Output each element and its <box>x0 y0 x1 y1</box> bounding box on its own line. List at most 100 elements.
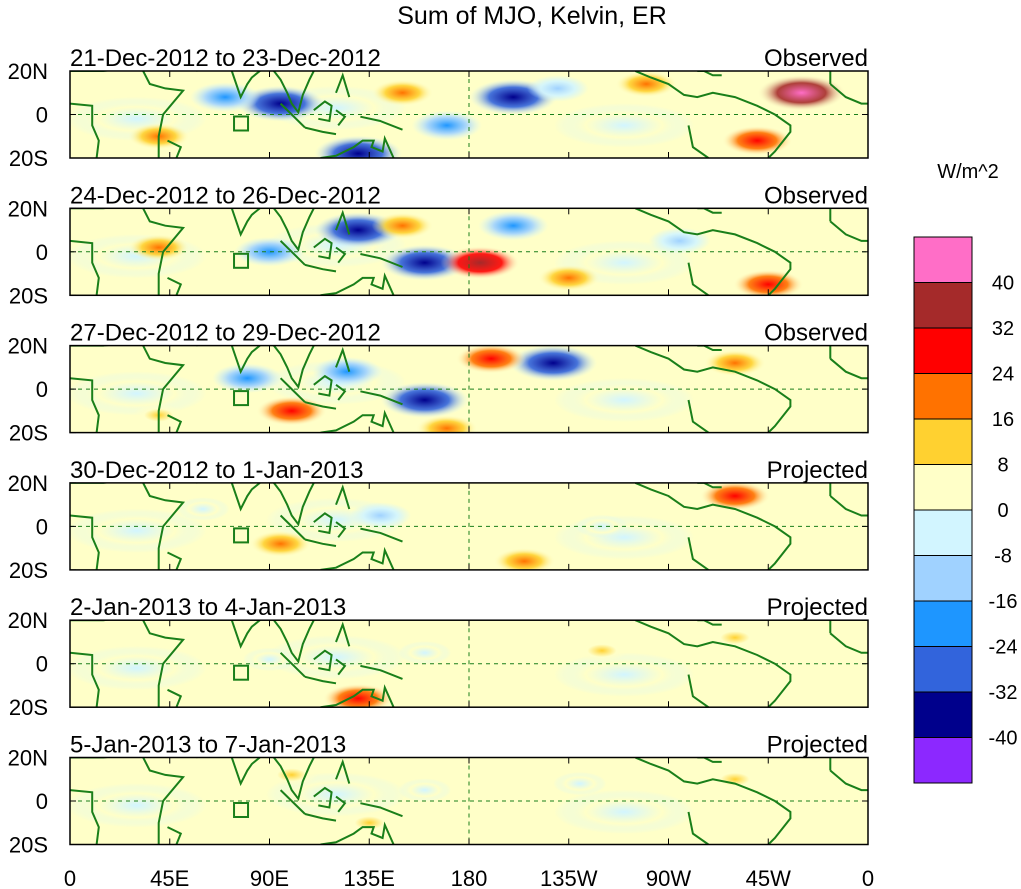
anomaly-blob <box>493 548 556 570</box>
coastlines <box>70 345 868 433</box>
anomaly-blob <box>234 237 305 267</box>
anomaly-blob <box>722 125 793 156</box>
anomaly-blob <box>342 811 396 835</box>
panels: 20N 0 20S 21-Dec-2012 to 23-Dec-2012 Observe… <box>8 45 869 858</box>
colorbar-label: 24 <box>992 364 1014 386</box>
panel-4: 20N 0 20S 30-Dec-2012 to 1-Jan-2013 Projecte… <box>8 457 869 583</box>
panel-status: Projected <box>767 732 868 759</box>
anomaly-blob <box>349 502 412 529</box>
colorbar-swatch <box>913 282 973 329</box>
anomaly-blob <box>371 79 434 107</box>
anomaly-field <box>70 626 762 708</box>
coastlines <box>70 71 868 158</box>
chart-title: Sum of MJO, Kelvin, ER <box>397 2 667 30</box>
anomaly-blob <box>398 778 452 802</box>
colorbar-label: -8 <box>994 546 1012 568</box>
x-tick-label: 45W <box>746 866 791 889</box>
colorbar: 40 32 24 16 8 0 -8 -16 -24 -32 -40 <box>913 236 1018 784</box>
colorbar-units: W/m^2 <box>937 161 999 183</box>
region-box <box>233 664 250 681</box>
colorbar-swatch <box>913 327 973 374</box>
anomaly-blob <box>708 767 762 791</box>
colorbar-swatch <box>913 236 973 283</box>
x-axis: 0 45E 90E 135E 180 135W 90W 45W 0 <box>64 866 874 889</box>
y-tick-label: 20S <box>9 146 48 171</box>
y-tick-label: 0 <box>36 514 48 539</box>
anomaly-field <box>70 482 771 570</box>
x-tick-label: 90E <box>250 866 289 889</box>
x-tick-label: 135E <box>344 866 395 889</box>
anomaly-blob <box>440 246 520 280</box>
anomaly-blob <box>398 641 452 665</box>
panel-period: 21-Dec-2012 to 23-Dec-2012 <box>70 45 381 72</box>
anomaly-blob <box>538 264 600 292</box>
colorbar-label: -40 <box>989 728 1018 750</box>
colorbar-label: 32 <box>992 318 1014 340</box>
colorbar-label: 16 <box>992 409 1014 431</box>
panel-period: 5-Jan-2013 to 7-Jan-2013 <box>70 732 346 759</box>
colorbar-swatch <box>913 555 973 602</box>
colorbar-label: -24 <box>989 637 1018 659</box>
anomaly-blob <box>416 415 478 433</box>
anomaly-blob <box>127 234 190 261</box>
region-box <box>233 802 250 818</box>
y-tick-label: 0 <box>36 103 48 128</box>
anomaly-blob <box>323 683 394 708</box>
y-tick-label: 20N <box>8 746 48 771</box>
anomaly-blob <box>615 71 678 98</box>
colorbar-swatch <box>913 691 973 738</box>
panel-status: Projected <box>767 457 868 484</box>
panel-6: 20N 0 20S 5-Jan-2013 to 7-Jan-2013 Projected <box>8 732 869 858</box>
anomaly-blob <box>249 530 312 557</box>
colorbar-label: -32 <box>989 682 1018 704</box>
anomaly-field <box>70 71 846 158</box>
x-tick-label: 90W <box>646 866 691 889</box>
colorbar-label: 0 <box>997 500 1008 522</box>
anomaly-blob <box>699 482 771 511</box>
anomaly-blob <box>371 212 434 239</box>
y-tick-label: 0 <box>36 240 48 265</box>
y-tick-label: 20N <box>8 608 48 633</box>
region-box <box>233 390 250 407</box>
panel-period: 30-Dec-2012 to 1-Jan-2013 <box>70 457 364 484</box>
colorbar-swatch <box>913 464 973 511</box>
y-tick-label: 20S <box>9 833 48 858</box>
y-tick-label: 0 <box>36 377 48 402</box>
anomaly-blob <box>190 82 261 112</box>
y-tick-label: 20N <box>8 334 48 359</box>
coastlines <box>70 208 868 296</box>
coastlines <box>70 620 868 708</box>
anomaly-blob <box>212 363 283 394</box>
panel-status: Observed <box>764 182 868 209</box>
panel-3: 20N 0 20S 27-Dec-2012 to 29-Dec-2012 Observe… <box>8 320 869 446</box>
y-tick-label: 0 <box>36 652 48 677</box>
panel-2: 20N 0 20S 24-Dec-2012 to 26-Dec-2012 Observe… <box>8 182 869 308</box>
anomaly-blob <box>456 345 527 374</box>
x-tick-label: 45E <box>150 866 189 889</box>
y-tick-label: 20N <box>8 471 48 496</box>
anomaly-blob <box>478 210 549 241</box>
colorbar-swatch <box>913 373 973 420</box>
y-tick-label: 20S <box>9 695 48 720</box>
x-tick-label: 180 <box>451 866 488 889</box>
panel-status: Observed <box>764 45 868 72</box>
anomaly-blob <box>757 74 846 111</box>
y-tick-label: 20S <box>9 283 48 308</box>
colorbar-swatch <box>913 600 973 647</box>
panel-status: Observed <box>764 320 868 347</box>
anomaly-blob <box>176 497 230 521</box>
anomaly-blob <box>256 396 327 426</box>
panel-status: Projected <box>767 594 868 621</box>
colorbar-swatch <box>913 509 973 556</box>
anomaly-blob <box>314 135 403 158</box>
y-tick-label: 20S <box>9 558 48 583</box>
panel-period: 24-Dec-2012 to 26-Dec-2012 <box>70 182 381 209</box>
y-tick-label: 0 <box>36 789 48 814</box>
colorbar-swatch <box>913 646 973 693</box>
anomaly-blob <box>265 763 319 787</box>
anomaly-blob <box>648 227 711 255</box>
anomaly-blob <box>411 110 482 141</box>
anomaly-blob <box>380 244 469 281</box>
anomaly-blob <box>526 75 589 102</box>
